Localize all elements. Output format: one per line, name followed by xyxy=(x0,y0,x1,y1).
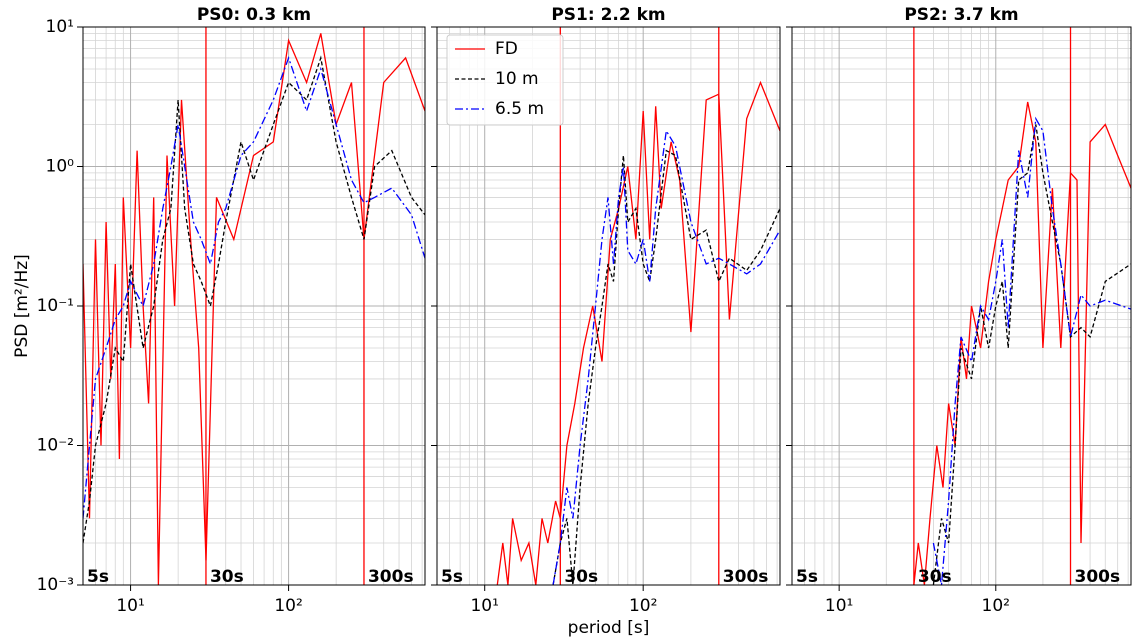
y-tick-label: 10⁻³ xyxy=(37,575,74,595)
x-axis-label: period [s] xyxy=(568,618,650,638)
series-line xyxy=(552,149,780,585)
x-tick-label: 10¹ xyxy=(116,596,144,616)
panel-title: PS1: 2.2 km xyxy=(551,5,665,25)
legend-label: 10 m xyxy=(495,69,539,89)
series-line xyxy=(913,101,1131,585)
y-tick-label: 10⁻¹ xyxy=(37,296,74,316)
annotation: 300s xyxy=(368,567,414,587)
x-tick-label: 10¹ xyxy=(470,596,498,616)
y-tick-label: 10¹ xyxy=(46,17,74,37)
annotation: 30s xyxy=(210,567,244,587)
x-tick-label: 10² xyxy=(982,596,1010,616)
annotation: 5s xyxy=(796,567,818,587)
panel: 10¹ 10² 5s 30s 300s PS1: 2.2 km period [s] FD 10… xyxy=(431,5,781,638)
series-line xyxy=(932,124,1131,585)
series-line xyxy=(552,128,780,585)
panel-title: PS0: 0.3 km xyxy=(197,5,311,25)
legend-box xyxy=(446,34,564,126)
x-tick-label: 10² xyxy=(274,596,302,616)
y-tick-label: 10⁰ xyxy=(46,157,75,177)
legend-label: FD xyxy=(495,39,518,59)
annotation: 30s xyxy=(918,567,952,587)
y-axis-label: PSD [m²/Hz] xyxy=(12,254,32,358)
series-line xyxy=(496,80,780,585)
series-line xyxy=(83,55,425,544)
x-tick-label: 10¹ xyxy=(825,596,853,616)
series-line xyxy=(83,33,425,585)
annotation: 300s xyxy=(1075,567,1121,587)
plot-frame xyxy=(436,26,781,586)
legend-label: 6.5 m xyxy=(495,99,544,119)
panel: 10¹ 10² 5s 30s 300s PS2: 3.7 km xyxy=(786,5,1132,616)
series-line xyxy=(83,55,425,519)
x-tick-label: 10² xyxy=(629,596,657,616)
panel: 10¹ 10² 10⁻³ 10⁻² 10⁻¹ 10⁰ 10¹ 5s 30s 300s PS0: 0.… xyxy=(12,5,426,616)
annotation: 300s xyxy=(723,567,769,587)
annotation: 5s xyxy=(87,567,109,587)
panel-title: PS2: 3.7 km xyxy=(904,5,1018,25)
y-tick-label: 10⁻² xyxy=(37,436,74,456)
series-line xyxy=(932,116,1131,585)
annotation: 5s xyxy=(441,567,463,587)
plot-frame xyxy=(791,26,1132,586)
annotation: 30s xyxy=(564,567,598,587)
plot-frame xyxy=(82,26,426,586)
